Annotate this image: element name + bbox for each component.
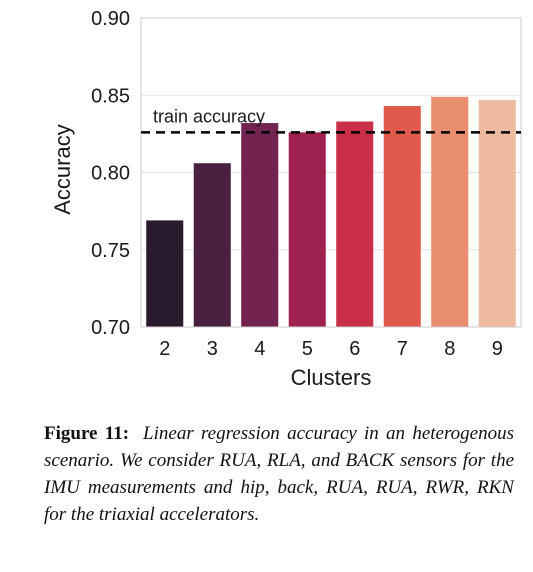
- x-axis-title: Clusters: [291, 365, 372, 390]
- figure-caption-text: Linear regression accuracy in an heterog…: [44, 423, 514, 525]
- bar-cluster-8: [431, 96, 469, 327]
- bar-chart: train accuracy 0.70 0.75 0.80 0.85 0.90 2 3 4 5…: [50, 8, 522, 390]
- y-axis-title: Accuracy: [50, 124, 75, 214]
- bar-cluster-7: [383, 106, 421, 327]
- bar-cluster-4: [241, 123, 279, 327]
- figure-label: Figure 11:: [44, 423, 130, 444]
- bar-cluster-6: [336, 121, 374, 327]
- x-tick-label: 6: [349, 338, 360, 360]
- train-accuracy-label: train accuracy: [153, 106, 265, 126]
- x-tick-label: 9: [492, 338, 503, 360]
- bar-cluster-2: [146, 220, 184, 327]
- y-tick-label: 0.70: [91, 317, 130, 339]
- x-tick-labels: 2 3 4 5 6 7 8 9: [159, 338, 503, 360]
- x-tick-label: 7: [397, 338, 408, 360]
- bar-cluster-5: [288, 132, 326, 327]
- bar-cluster-9: [478, 99, 516, 327]
- bar-cluster-3: [193, 163, 231, 327]
- x-tick-label: 4: [254, 338, 265, 360]
- x-tick-label: 2: [159, 338, 170, 360]
- x-tick-label: 5: [302, 338, 313, 360]
- y-tick-label: 0.90: [91, 8, 130, 30]
- bars: [146, 96, 516, 327]
- y-tick-label: 0.80: [91, 163, 130, 185]
- y-tick-label: 0.85: [91, 85, 130, 107]
- x-tick-label: 8: [444, 338, 455, 360]
- y-tick-label: 0.75: [91, 240, 130, 262]
- y-tick-labels: 0.70 0.75 0.80 0.85 0.90: [91, 8, 130, 339]
- x-tick-label: 3: [207, 338, 218, 360]
- figure-caption: Figure 11: Linear regression accuracy in …: [44, 420, 514, 528]
- plot-frame: [140, 17, 522, 328]
